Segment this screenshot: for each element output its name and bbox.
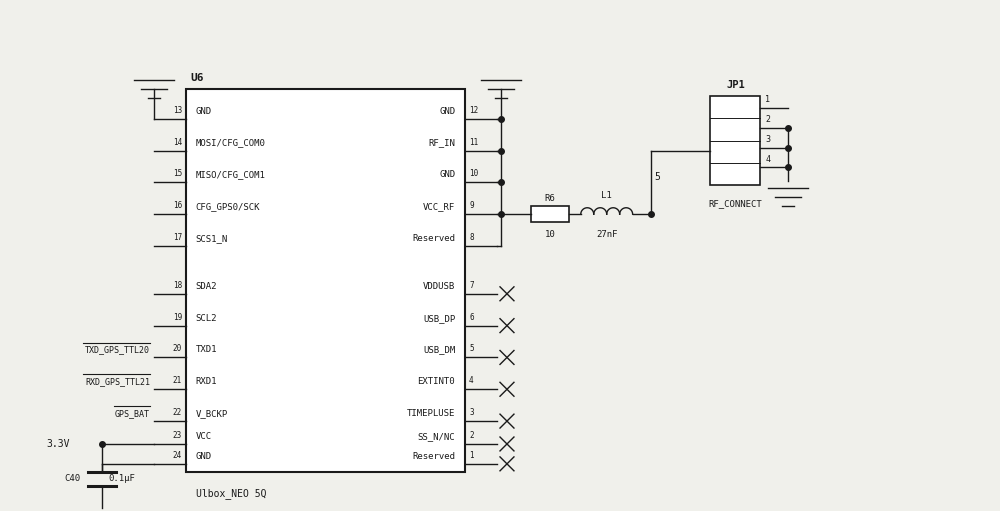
Text: JP1: JP1: [726, 80, 745, 90]
Text: SCS1_N: SCS1_N: [196, 234, 228, 243]
Text: R6: R6: [544, 194, 555, 203]
Text: SCL2: SCL2: [196, 314, 217, 322]
Text: 11: 11: [469, 137, 478, 147]
Text: 3: 3: [469, 408, 474, 417]
Text: 14: 14: [173, 137, 182, 147]
Text: 19: 19: [173, 313, 182, 321]
Text: 1: 1: [765, 95, 770, 104]
Text: 23: 23: [173, 431, 182, 440]
Text: V_BCKP: V_BCKP: [196, 409, 228, 418]
Text: 4: 4: [469, 376, 474, 385]
Bar: [531, 206, 569, 222]
Text: RXD1: RXD1: [196, 377, 217, 386]
Text: 22: 22: [173, 408, 182, 417]
Text: 12: 12: [469, 106, 478, 115]
Text: USB_DP: USB_DP: [423, 314, 455, 322]
Text: 24: 24: [173, 451, 182, 460]
Text: RF_CONNECT: RF_CONNECT: [708, 199, 762, 208]
Text: SDA2: SDA2: [196, 282, 217, 291]
Text: 5: 5: [469, 344, 474, 354]
Text: VDDUSB: VDDUSB: [423, 282, 455, 291]
Text: 6: 6: [469, 313, 474, 321]
Text: RF_IN: RF_IN: [428, 138, 455, 148]
Text: CFG_GPS0/SCK: CFG_GPS0/SCK: [196, 202, 260, 211]
Text: EXTINT0: EXTINT0: [418, 377, 455, 386]
Text: SS_N/NC: SS_N/NC: [418, 432, 455, 441]
Text: USB_DM: USB_DM: [423, 345, 455, 355]
Text: U6: U6: [191, 73, 204, 83]
Text: 2: 2: [469, 431, 474, 440]
Text: 15: 15: [173, 170, 182, 178]
Bar: [710, 96, 760, 185]
Text: 3.3V: 3.3V: [47, 439, 70, 449]
Text: 7: 7: [469, 281, 474, 290]
Text: 10: 10: [469, 170, 478, 178]
Text: 27nF: 27nF: [596, 230, 617, 239]
Text: Reserved: Reserved: [412, 452, 455, 461]
Text: GND: GND: [196, 107, 212, 116]
Text: 2: 2: [765, 115, 770, 124]
Text: VCC_RF: VCC_RF: [423, 202, 455, 211]
Text: 8: 8: [469, 233, 474, 242]
Text: Reserved: Reserved: [412, 234, 455, 243]
Text: 1: 1: [469, 451, 474, 460]
Text: 20: 20: [173, 344, 182, 354]
Text: 13: 13: [173, 106, 182, 115]
Text: 17: 17: [173, 233, 182, 242]
Text: 9: 9: [469, 201, 474, 210]
Text: RXD_GPS_TTL21: RXD_GPS_TTL21: [85, 377, 150, 386]
Bar: [186, 89, 465, 472]
Text: 21: 21: [173, 376, 182, 385]
Text: TXD_GPS_TTL20: TXD_GPS_TTL20: [85, 345, 150, 355]
Text: TXD1: TXD1: [196, 345, 217, 355]
Text: C40: C40: [64, 474, 80, 483]
Text: Ulbox_NEO 5Q: Ulbox_NEO 5Q: [196, 487, 266, 499]
Text: 3: 3: [765, 134, 770, 144]
Text: 18: 18: [173, 281, 182, 290]
Text: 4: 4: [765, 154, 770, 164]
Text: GND: GND: [196, 452, 212, 461]
Text: 0.1μF: 0.1μF: [108, 474, 135, 483]
Text: MISO/CFG_COM1: MISO/CFG_COM1: [196, 170, 266, 179]
Text: GND: GND: [439, 170, 455, 179]
Text: GND: GND: [439, 107, 455, 116]
Text: 16: 16: [173, 201, 182, 210]
Text: 5: 5: [655, 172, 660, 182]
Text: GPS_BAT: GPS_BAT: [115, 409, 150, 418]
Text: TIMEPLUSE: TIMEPLUSE: [407, 409, 455, 418]
Text: VCC: VCC: [196, 432, 212, 441]
Text: 10: 10: [544, 230, 555, 239]
Text: L1: L1: [601, 191, 612, 200]
Text: MOSI/CFG_COM0: MOSI/CFG_COM0: [196, 138, 266, 148]
